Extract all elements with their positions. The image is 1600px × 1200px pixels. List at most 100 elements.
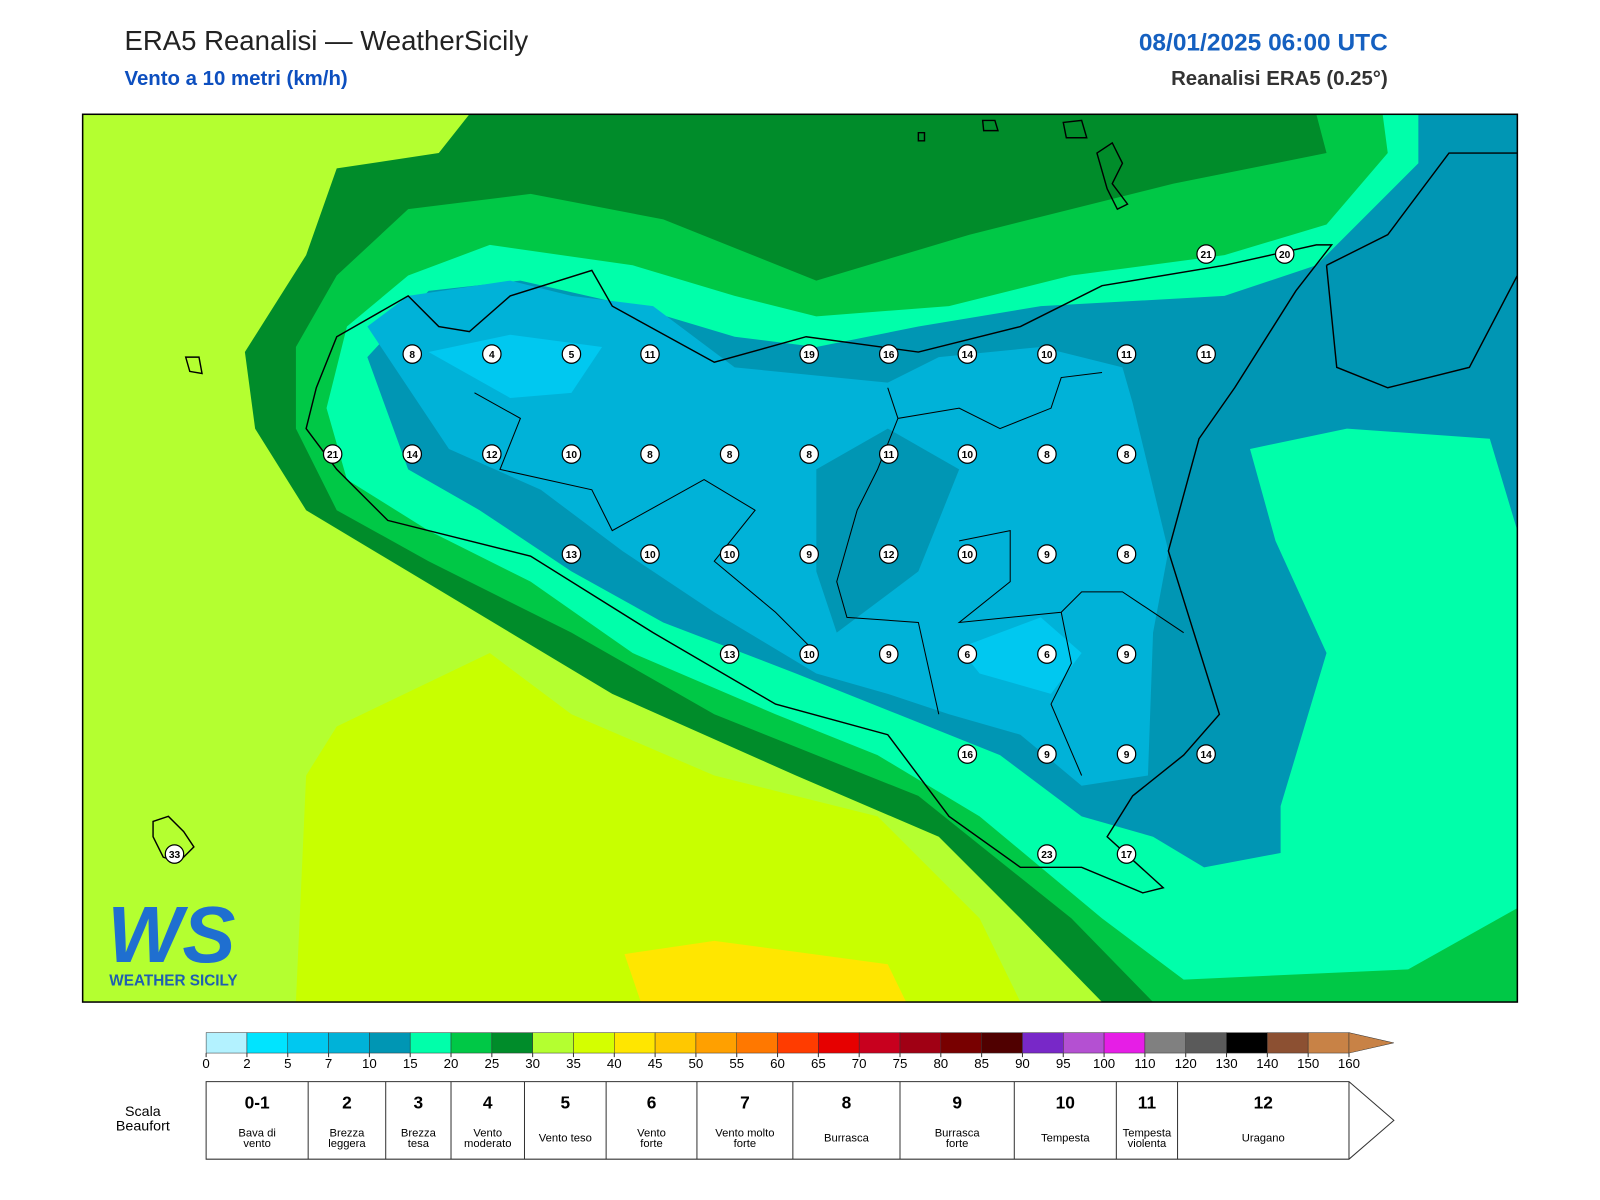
map: 21 20 8 4 5 11 19 16 14 10 11 11 21 14 12 10 8 8 8 11 10 8 8 13…: [82, 114, 1518, 1003]
beaufort-description: Brezza: [329, 1128, 365, 1140]
color-cell: [409, 1032, 452, 1054]
station-marker: [1037, 844, 1057, 864]
station-value: 11: [1121, 350, 1132, 361]
tick-label: 7: [325, 1056, 332, 1071]
contour: [295, 653, 1021, 1003]
tick-label: 70: [852, 1056, 867, 1071]
station-value: 14: [407, 450, 419, 461]
station-marker: [1196, 744, 1216, 764]
color-cell: [1185, 1032, 1227, 1054]
color-cell: [654, 1032, 697, 1054]
color-cell: [369, 1032, 411, 1054]
colorbar-arrow: [1348, 1032, 1394, 1054]
tick-label: 15: [403, 1056, 418, 1071]
beaufort-force: 10: [1056, 1093, 1075, 1113]
beaufort-description: moderato: [464, 1138, 511, 1150]
station-marker: [878, 344, 899, 364]
source: Reanalisi ERA5 (0.25°): [1171, 68, 1388, 90]
station-marker: [561, 544, 582, 564]
station-marker: [402, 444, 423, 464]
station-value: 4: [489, 350, 495, 361]
station-value: 19: [804, 350, 816, 361]
calabria-coast: [1325, 152, 1518, 389]
beaufort-force: 9: [952, 1093, 962, 1113]
beaufort-description: Vento: [473, 1128, 502, 1140]
beaufort-force: 7: [740, 1093, 750, 1113]
station-value: 10: [644, 550, 656, 561]
stations: 21 20 8 4 5 11 19 16 14 10 11 11 21 14 12 10 8 8 8 11 10 8 8 13…: [164, 244, 1295, 864]
station-marker: [719, 444, 740, 464]
station-marker: [1116, 344, 1137, 364]
color-cell: [450, 1032, 493, 1054]
sicily-coast: [305, 244, 1334, 894]
station-marker: [561, 444, 582, 464]
station-value: 5: [569, 350, 575, 361]
station-value: 12: [486, 450, 498, 461]
beaufort-description: vento: [243, 1138, 270, 1150]
beaufort-description: Burrasca: [824, 1133, 870, 1145]
tick-label: 75: [893, 1056, 908, 1071]
station-value: 10: [804, 650, 816, 661]
color-cell: [899, 1032, 942, 1054]
logo-text: WEATHER SICILY: [109, 973, 237, 990]
station-value: 10: [962, 450, 974, 461]
station-marker: [1116, 644, 1137, 664]
station-value: 33: [169, 850, 181, 861]
color-cell: [695, 1032, 737, 1054]
color-cell: [532, 1032, 574, 1054]
tick-label: 10: [362, 1056, 377, 1071]
station-value: 11: [883, 450, 894, 461]
beaufort-description: forte: [640, 1138, 662, 1150]
color-cell: [858, 1032, 901, 1054]
color-cell: [736, 1032, 778, 1054]
tick-label: 25: [484, 1056, 499, 1071]
station-marker: [561, 344, 582, 364]
station-marker: [1037, 544, 1057, 564]
station-marker: [1037, 744, 1057, 764]
station-marker: [957, 544, 978, 564]
station-marker: [1116, 544, 1137, 564]
color-cell: [491, 1032, 533, 1054]
station-value: 16: [883, 350, 895, 361]
beaufort-force: 12: [1254, 1093, 1273, 1113]
station-marker: [878, 644, 899, 664]
beaufort-force: 3: [414, 1093, 424, 1113]
color-cell: [981, 1032, 1023, 1054]
station-value: 9: [1044, 550, 1050, 561]
station-value: 16: [962, 750, 974, 761]
station-value: 21: [327, 450, 339, 461]
beaufort-force: 8: [842, 1093, 852, 1113]
logo-mark: WS: [107, 890, 235, 979]
station-value: 8: [409, 350, 415, 361]
beaufort-force: 0-1: [245, 1093, 270, 1113]
station-value: 20: [1279, 250, 1291, 261]
coastline: [152, 119, 1518, 894]
tick-label: 20: [444, 1056, 459, 1071]
color-cell: [1226, 1032, 1268, 1054]
station-marker: [164, 844, 185, 864]
station-value: 9: [1044, 750, 1050, 761]
color-cell: [1063, 1032, 1105, 1054]
station-marker: [640, 544, 660, 564]
station-marker: [1116, 844, 1137, 864]
beaufort-force: 11: [1138, 1093, 1157, 1113]
station-value: 17: [1121, 850, 1133, 861]
tick-label: 35: [566, 1056, 581, 1071]
beaufort-description: tesa: [408, 1138, 430, 1150]
station-value: 8: [1124, 550, 1130, 561]
station-marker: [1196, 344, 1216, 364]
title: ERA5 Reanalisi — WeatherSicily: [124, 25, 528, 56]
beaufort-description: Tempesta: [1041, 1133, 1090, 1145]
station-value: 13: [566, 550, 578, 561]
station-marker: [878, 444, 899, 464]
beaufort-description: Uragano: [1242, 1133, 1285, 1145]
station-marker: [1037, 444, 1057, 464]
station-marker: [322, 444, 343, 464]
station-value: 14: [1200, 750, 1212, 761]
tick-label: 140: [1256, 1056, 1278, 1071]
color-cell: [1267, 1032, 1309, 1054]
station-value: 9: [886, 650, 892, 661]
beaufort-force: 2: [342, 1093, 352, 1113]
tick-label: 60: [770, 1056, 785, 1071]
